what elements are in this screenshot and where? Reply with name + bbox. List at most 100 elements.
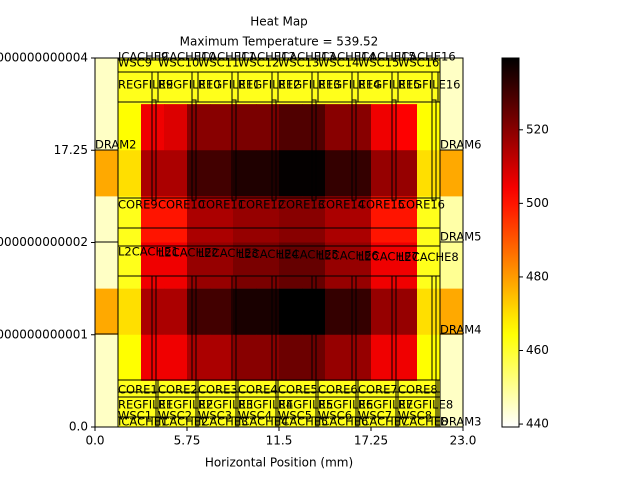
heat-cell	[187, 334, 211, 382]
heat-cell	[187, 196, 211, 243]
block-label: WSC15	[358, 56, 399, 70]
heat-cell	[118, 150, 142, 197]
heat-cell	[348, 196, 372, 243]
block-label: ICACHE6	[318, 415, 368, 429]
block-label: CORE16	[398, 198, 445, 212]
block-outline	[311, 71, 319, 103]
x-tick-label: 11.5	[266, 434, 293, 448]
heat-cell	[164, 196, 188, 243]
dram-label: DRAM6	[440, 138, 482, 152]
block-label: CORE15	[358, 198, 405, 212]
block-outline	[351, 275, 357, 381]
heat-cell	[440, 104, 464, 151]
colorbar-tick-label: 480	[526, 269, 549, 283]
heat-cell	[233, 242, 257, 289]
block-label: ICACHE3	[198, 415, 248, 429]
block-label: L2CACHE4	[238, 247, 299, 261]
heat-cell	[95, 104, 119, 151]
heat-cell	[371, 196, 395, 243]
heat-cell	[164, 104, 188, 151]
block-label: REGFILE12	[238, 78, 300, 92]
heat-cell	[256, 104, 280, 151]
dram-label: DRAM2	[95, 138, 137, 152]
block-label: ICACHE7	[358, 415, 408, 429]
heat-cell	[95, 380, 119, 428]
block-label: ICACHE10	[158, 50, 216, 64]
heat-cell	[118, 196, 142, 243]
heat-cell	[348, 58, 372, 105]
y-tick-label: 0.0	[69, 420, 88, 434]
block-label: CORE8	[398, 383, 438, 397]
heat-cell	[348, 288, 372, 336]
heat-cell	[371, 150, 395, 197]
block-label: L2CACHE5	[278, 248, 339, 262]
block-label: ICACHE15	[358, 50, 416, 64]
heat-cell	[210, 196, 234, 243]
heat-cell	[187, 104, 211, 151]
block-outline	[431, 275, 437, 381]
heat-cell	[371, 58, 395, 105]
block-label: REGFILE10	[158, 78, 220, 92]
chart-title: Heat Map	[250, 15, 308, 29]
block-outline	[151, 275, 157, 381]
heat-cell	[210, 58, 234, 105]
heat-cell	[325, 242, 349, 289]
heat-cell	[256, 334, 280, 382]
block-outline	[271, 275, 277, 381]
heat-cell	[440, 288, 464, 336]
heat-cell	[210, 242, 234, 289]
heat-cell	[141, 104, 165, 151]
block-label: REGFILE13	[278, 78, 340, 92]
heat-cell	[141, 288, 165, 336]
heat-cell	[141, 334, 165, 382]
block-label: WSC16	[398, 56, 439, 70]
block-label: CORE6	[318, 383, 358, 397]
heat-cell	[417, 288, 441, 336]
heat-cell	[325, 58, 349, 105]
block-outline	[391, 99, 397, 201]
block-label: WSC8	[398, 409, 432, 423]
block-outline	[351, 71, 359, 103]
heat-cell	[164, 58, 188, 105]
heat-cell	[440, 196, 464, 243]
block-label: WSC7	[358, 409, 392, 423]
block-outline	[351, 99, 357, 201]
heat-cell	[348, 150, 372, 197]
y-tick-label: 17.25	[54, 143, 88, 157]
x-tick-label: 0.0	[85, 434, 104, 448]
block-label: L2CACHE3	[198, 246, 259, 260]
block-outline	[191, 71, 199, 103]
block-label: CORE11	[198, 198, 245, 212]
block-label: ICACHE13	[278, 50, 336, 64]
block-label: REGFILE6	[318, 398, 373, 412]
heat-cell	[279, 104, 303, 151]
heat-cell	[417, 334, 441, 382]
x-axis-label: Horizontal Position (mm)	[205, 456, 353, 470]
dram-label: DRAM3	[440, 415, 482, 429]
heat-cell	[371, 104, 395, 151]
y-tick-label: 11.500000000000002	[0, 235, 88, 249]
block-label: REGFILE1	[118, 398, 173, 412]
heat-cell	[210, 150, 234, 197]
heat-cell	[164, 242, 188, 289]
block-label: REGFILE4	[238, 398, 293, 412]
heat-cell	[187, 242, 211, 289]
heat-cell	[417, 150, 441, 197]
heat-cell	[233, 288, 257, 336]
chart-subtitle: Maximum Temperature = 539.52	[180, 35, 379, 49]
heat-cell	[164, 288, 188, 336]
block-outline	[231, 71, 239, 103]
heat-cell	[394, 150, 418, 197]
heat-cell	[187, 288, 211, 336]
block-label: ICACHE12	[238, 50, 296, 64]
heat-cell	[325, 288, 349, 336]
block-label: ICACHE9	[118, 50, 168, 64]
block-label: WSC6	[318, 409, 352, 423]
heat-cell	[279, 242, 303, 289]
block-label: L2CACHE8	[398, 250, 459, 264]
block-label: CORE12	[238, 198, 285, 212]
colorbar-tick-label: 460	[526, 343, 549, 357]
heat-cell	[302, 242, 326, 289]
heat-cell	[141, 196, 165, 243]
